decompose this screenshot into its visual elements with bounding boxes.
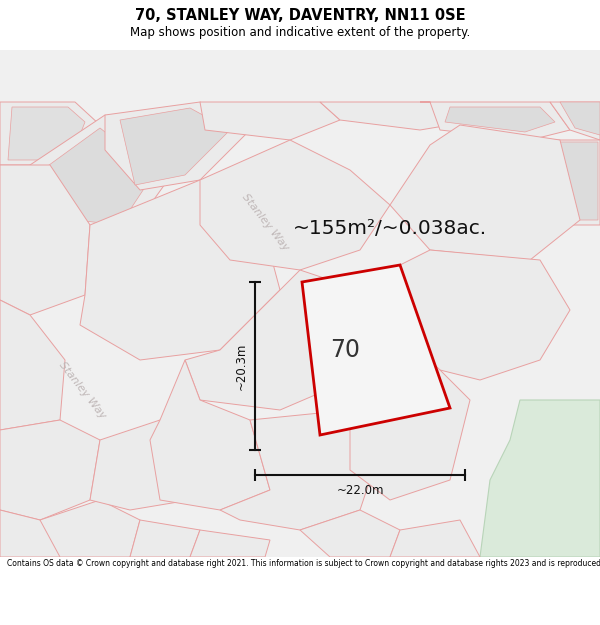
Text: Stanley Way: Stanley Way	[57, 359, 107, 421]
Polygon shape	[200, 102, 340, 140]
Polygon shape	[420, 102, 570, 140]
Polygon shape	[120, 108, 230, 185]
Polygon shape	[8, 107, 85, 160]
Polygon shape	[90, 420, 200, 510]
Polygon shape	[445, 107, 555, 132]
Polygon shape	[45, 128, 155, 225]
Polygon shape	[220, 410, 380, 530]
Polygon shape	[545, 142, 598, 220]
Text: Contains OS data © Crown copyright and database right 2021. This information is : Contains OS data © Crown copyright and d…	[7, 559, 600, 568]
Polygon shape	[480, 400, 600, 557]
Polygon shape	[530, 140, 600, 225]
Text: 70: 70	[330, 338, 360, 362]
Text: 70, STANLEY WAY, DAVENTRY, NN11 0SE: 70, STANLEY WAY, DAVENTRY, NN11 0SE	[134, 8, 466, 23]
Text: Stanley Way: Stanley Way	[240, 192, 290, 253]
Polygon shape	[40, 500, 140, 557]
Polygon shape	[560, 102, 600, 135]
Polygon shape	[350, 360, 470, 500]
Polygon shape	[185, 270, 360, 410]
Polygon shape	[0, 165, 90, 315]
Polygon shape	[80, 180, 280, 360]
Polygon shape	[30, 115, 175, 240]
Polygon shape	[390, 520, 480, 557]
Polygon shape	[190, 530, 270, 557]
Text: ~22.0m: ~22.0m	[336, 484, 384, 498]
Polygon shape	[150, 360, 270, 510]
Polygon shape	[300, 510, 400, 557]
Text: ~155m²/~0.038ac.: ~155m²/~0.038ac.	[293, 219, 487, 238]
Polygon shape	[390, 125, 580, 260]
Polygon shape	[0, 300, 65, 430]
Polygon shape	[0, 50, 600, 557]
Polygon shape	[550, 102, 600, 140]
Text: Map shows position and indicative extent of the property.: Map shows position and indicative extent…	[130, 26, 470, 39]
Polygon shape	[200, 140, 390, 270]
Polygon shape	[130, 520, 200, 557]
Polygon shape	[0, 420, 100, 520]
Polygon shape	[380, 250, 570, 380]
Text: ~20.3m: ~20.3m	[235, 342, 248, 390]
Polygon shape	[105, 102, 250, 190]
Polygon shape	[302, 265, 450, 435]
Polygon shape	[320, 102, 450, 130]
Polygon shape	[0, 510, 80, 557]
Polygon shape	[0, 102, 100, 165]
Text: 70: 70	[255, 227, 257, 228]
